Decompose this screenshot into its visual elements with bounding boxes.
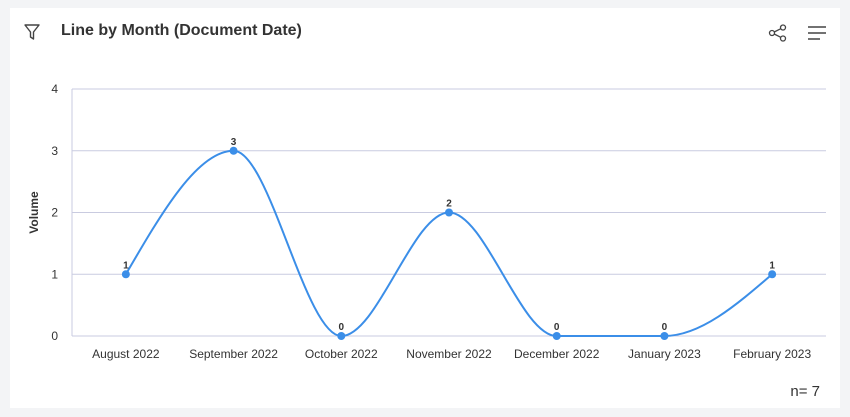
x-tick-label: December 2022 (514, 347, 600, 361)
y-tick-label: 4 (51, 82, 58, 96)
data-point (445, 208, 453, 217)
data-point (660, 332, 669, 340)
data-point (121, 270, 130, 279)
y-axis-label: Volume (27, 191, 41, 234)
data-label: 0 (554, 322, 560, 333)
x-tick-label: February 2023 (733, 347, 811, 361)
data-label: 2 (446, 199, 452, 210)
x-tick-label: October 2022 (305, 347, 378, 361)
x-tick-label: August 2022 (92, 347, 160, 361)
y-tick-label: 1 (51, 267, 58, 281)
chart-card: Line by Month (Document Date) n= 7 (10, 8, 840, 408)
data-point (337, 332, 346, 340)
x-tick-label: January 2023 (628, 347, 701, 361)
filter-icon[interactable] (24, 23, 40, 41)
data-label: 3 (231, 137, 237, 148)
y-tick-label: 0 (51, 329, 58, 343)
data-point (552, 332, 561, 340)
y-tick-label: 3 (51, 144, 58, 158)
data-point (768, 270, 777, 279)
data-point (229, 146, 238, 155)
series-line (124, 149, 773, 338)
data-label: 1 (123, 260, 129, 271)
share-icon[interactable] (768, 24, 788, 42)
y-tick-label: 2 (51, 206, 58, 220)
data-label: 0 (339, 322, 345, 333)
n-count: n= 7 (790, 383, 820, 400)
data-label: 0 (662, 322, 668, 333)
chart-title: Line by Month (Document Date) (61, 22, 302, 39)
menu-icon[interactable] (807, 25, 827, 41)
x-tick-label: September 2022 (189, 347, 278, 361)
x-tick-label: November 2022 (406, 347, 492, 361)
data-label: 1 (769, 260, 775, 271)
